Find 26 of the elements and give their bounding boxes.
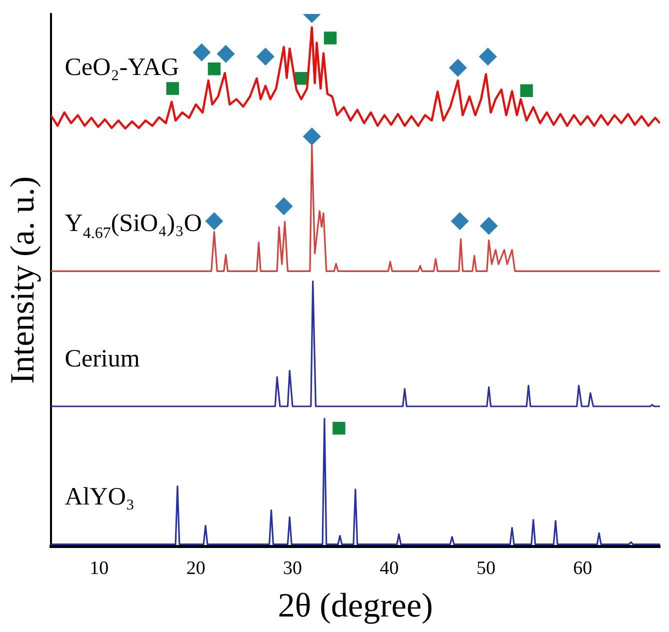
x-tick-label: 30 bbox=[283, 558, 302, 579]
point bbox=[205, 212, 224, 230]
x-axis-title: 2θ (degree) bbox=[278, 588, 433, 625]
point bbox=[450, 212, 469, 230]
point bbox=[166, 82, 180, 95]
point bbox=[324, 32, 337, 44]
point bbox=[480, 216, 498, 235]
point bbox=[256, 48, 274, 66]
point bbox=[332, 422, 346, 435]
point bbox=[274, 197, 293, 216]
x-tick-label: 40 bbox=[380, 558, 399, 579]
point bbox=[192, 43, 211, 62]
series-label: Cerium bbox=[64, 345, 140, 372]
x-tick-label: 60 bbox=[573, 558, 592, 579]
point bbox=[302, 127, 321, 146]
series-label: AlYO₃ bbox=[64, 483, 135, 510]
point bbox=[478, 48, 497, 66]
point bbox=[448, 58, 467, 77]
y-axis-title: Intensity (a. u.) bbox=[4, 176, 42, 384]
point bbox=[520, 84, 533, 98]
x-tick-label: 10 bbox=[90, 558, 109, 579]
x-tick-label: 20 bbox=[186, 558, 206, 579]
point bbox=[216, 44, 235, 63]
point bbox=[208, 62, 221, 76]
x-tick-label: 50 bbox=[476, 558, 496, 579]
series-label: CeO₂-YAG bbox=[64, 54, 180, 82]
